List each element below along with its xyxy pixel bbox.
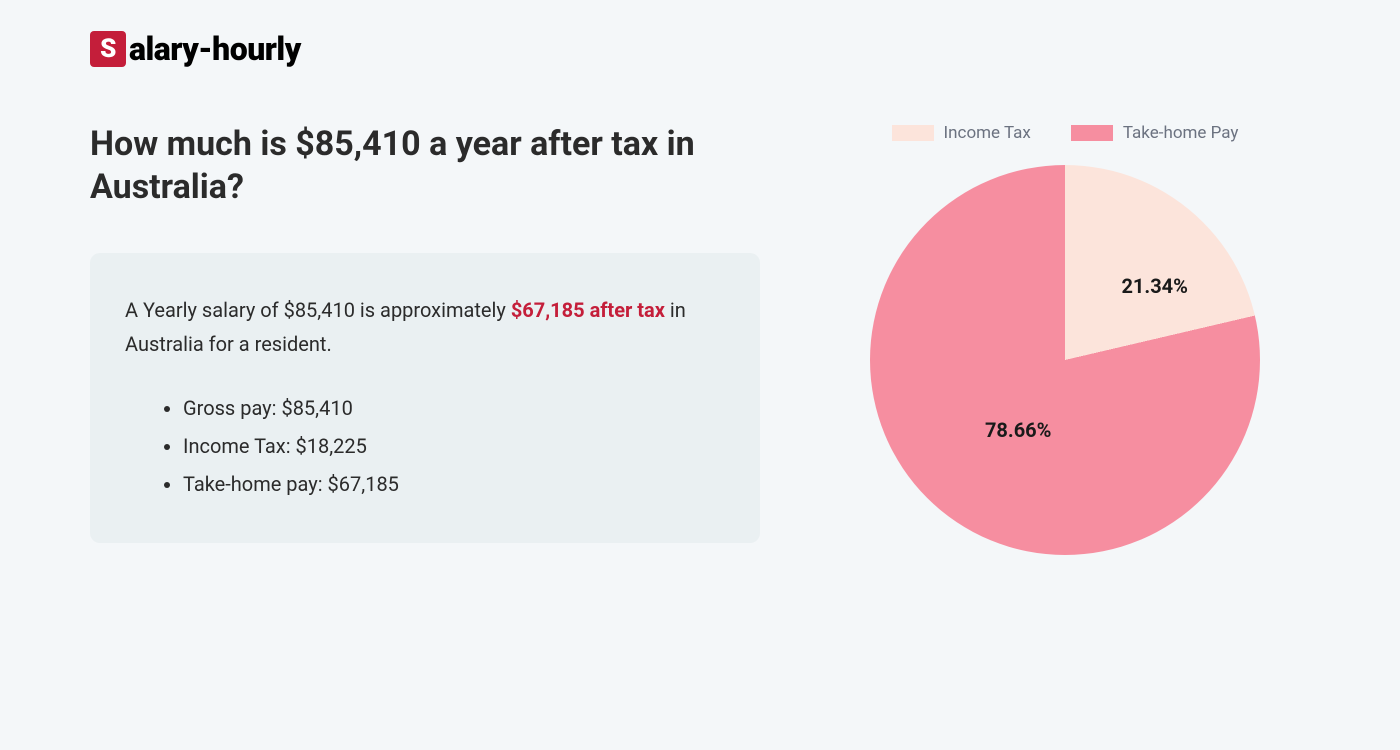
legend-swatch-income-tax (892, 125, 934, 141)
main-content: How much is $85,410 a year after tax in … (90, 123, 1310, 555)
chart-legend: Income Tax Take-home Pay (892, 123, 1239, 143)
legend-label-income-tax: Income Tax (944, 123, 1031, 143)
bullet-takehome: Take-home pay: $67,185 (183, 465, 725, 503)
pie-chart: 21.34% 78.66% (870, 165, 1260, 555)
pie-label-income-tax: 21.34% (1121, 274, 1187, 298)
summary-prefix: A Yearly salary of $85,410 is approximat… (125, 298, 511, 322)
left-column: How much is $85,410 a year after tax in … (90, 123, 760, 543)
bullet-gross: Gross pay: $85,410 (183, 389, 725, 427)
pie-label-takehome: 78.66% (985, 418, 1051, 442)
summary-bullets: Gross pay: $85,410 Income Tax: $18,225 T… (125, 389, 725, 503)
page-heading: How much is $85,410 a year after tax in … (90, 123, 760, 208)
summary-text: A Yearly salary of $85,410 is approximat… (125, 293, 725, 361)
pie-slices (870, 165, 1260, 555)
summary-highlight: $67,185 after tax (511, 298, 665, 322)
legend-label-takehome: Take-home Pay (1123, 123, 1239, 143)
legend-item-income-tax: Income Tax (892, 123, 1031, 143)
site-logo: Salary-hourly (90, 30, 1310, 68)
chart-column: Income Tax Take-home Pay 21.34% 78.66% (820, 123, 1310, 555)
legend-item-takehome: Take-home Pay (1071, 123, 1239, 143)
logo-badge: S (90, 31, 126, 67)
summary-box: A Yearly salary of $85,410 is approximat… (90, 253, 760, 543)
bullet-tax: Income Tax: $18,225 (183, 427, 725, 465)
logo-text: alary-hourly (129, 30, 301, 68)
legend-swatch-takehome (1071, 125, 1113, 141)
